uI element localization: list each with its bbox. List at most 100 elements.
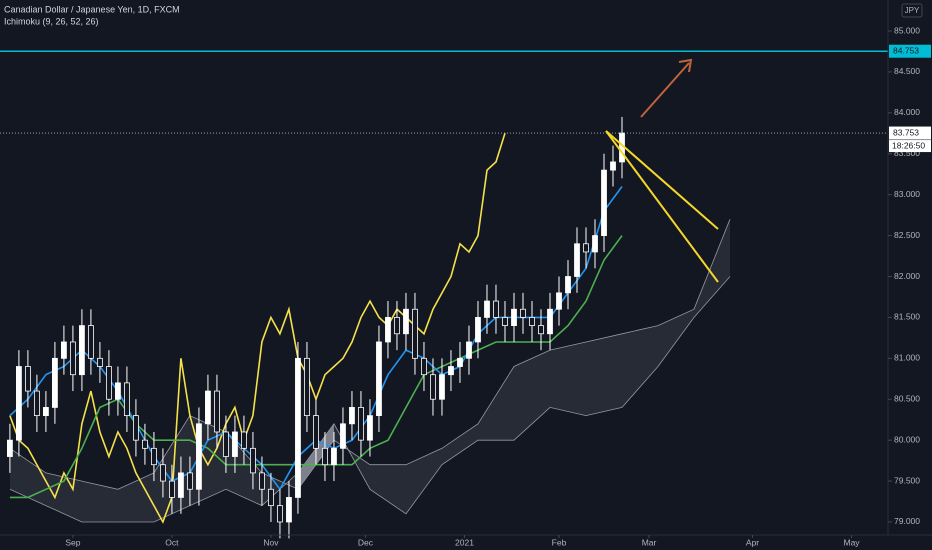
y-tick-label: 84.000 <box>894 107 920 117</box>
x-tick-label: Mar <box>642 537 657 547</box>
candle-body <box>421 357 427 376</box>
candle-body <box>583 243 589 253</box>
candle-body <box>565 276 571 294</box>
candle-body <box>484 300 490 318</box>
candle-body <box>385 317 391 343</box>
candle-body <box>340 423 346 449</box>
candle-body <box>241 431 247 449</box>
candle-body <box>88 325 94 359</box>
candle-body <box>538 325 544 335</box>
candle-body <box>520 308 526 318</box>
lagging-line <box>9 132 506 524</box>
x-tick-label: 2021 <box>455 537 474 547</box>
candle-body <box>223 431 229 457</box>
candle-body <box>331 447 337 466</box>
y-tick-label: 82.000 <box>894 271 920 281</box>
candle-body <box>322 447 328 466</box>
candle-body <box>358 407 364 441</box>
candle-body <box>502 317 508 326</box>
y-tick-label: 83.000 <box>894 189 920 199</box>
candle-body <box>196 423 202 490</box>
cloud-segment <box>622 325 658 408</box>
axes: 79.000 79.500 80.000 80.500 81.000 81.500 82.0… <box>65 25 931 547</box>
candle-body <box>25 366 31 392</box>
cloud-span-b <box>9 276 731 523</box>
candle-body <box>457 357 463 367</box>
drawings <box>605 58 719 283</box>
x-tick-label: Dec <box>358 537 374 547</box>
candle-body <box>412 308 418 359</box>
candle-body <box>574 243 580 277</box>
candle-body <box>277 505 283 523</box>
indicator-label: Ichimoku (9, 26, 52, 26) <box>4 16 99 26</box>
countdown-box <box>889 140 931 153</box>
x-tick-label: Sep <box>65 537 80 547</box>
candle-body <box>250 447 256 474</box>
candle-body <box>79 325 85 376</box>
candle-body <box>430 374 436 400</box>
x-tick-label: Apr <box>746 537 759 547</box>
candle-body <box>205 390 211 425</box>
candle-body <box>439 374 445 400</box>
candle-body <box>34 390 40 417</box>
candle-body <box>376 341 382 417</box>
cloud-segment <box>117 472 154 522</box>
plot-area <box>0 50 888 539</box>
y-tick-label: 80.500 <box>894 393 920 403</box>
candle-body <box>349 407 355 425</box>
hline-label: 84.753 <box>893 45 919 55</box>
cloud-segment <box>370 464 406 514</box>
candle-body <box>142 439 148 449</box>
candle-body <box>610 161 616 171</box>
countdown: 18:26:50 <box>892 140 925 150</box>
candle-body <box>529 317 535 326</box>
cloud-segment <box>478 366 514 441</box>
candle-body <box>52 357 58 408</box>
cloud-segment <box>586 333 622 416</box>
trend-line <box>605 130 719 230</box>
last-price-label: 83.753 <box>893 127 919 137</box>
candle-body <box>133 415 139 441</box>
y-tick-label: 79.500 <box>894 475 920 485</box>
candle-body <box>403 308 409 335</box>
x-tick-label: May <box>844 537 861 547</box>
candle-body <box>259 472 265 490</box>
y-tick-label: 84.500 <box>894 66 920 76</box>
candle-body <box>214 390 220 433</box>
candle-body <box>124 382 130 417</box>
candle-body <box>295 357 301 498</box>
candle-body <box>232 431 238 457</box>
chart-title: Canadian Dollar / Japanese Yen, 1D, FXCM <box>4 4 180 14</box>
cloud-segment <box>9 448 46 506</box>
cloud-segment <box>81 481 118 522</box>
x-tick-label: Feb <box>552 537 567 547</box>
candle-body <box>187 472 193 490</box>
candle-body <box>466 341 472 359</box>
candle-body <box>70 341 76 376</box>
candle-body <box>178 472 184 498</box>
x-tick-label: Oct <box>165 537 179 547</box>
candle-body <box>394 317 400 335</box>
candle-body <box>286 497 292 523</box>
candle-body <box>151 447 157 466</box>
arrow <box>640 62 690 118</box>
candle-body <box>268 488 274 507</box>
cloud-span-a <box>9 219 731 490</box>
candle-body <box>169 480 175 498</box>
cloud-segment <box>694 219 730 318</box>
y-tick-label: 82.500 <box>894 230 920 240</box>
candle-body <box>601 169 607 236</box>
y-tick-label: 81.000 <box>894 353 920 363</box>
y-tick-label: 83.500 <box>894 148 920 158</box>
cloud-segment <box>442 423 478 465</box>
candle-body <box>61 341 67 359</box>
candle-body <box>493 300 499 318</box>
candle-body <box>115 382 121 400</box>
candle-body <box>475 317 481 343</box>
cloud-segment <box>658 309 694 367</box>
cloud-segment <box>550 342 586 416</box>
candle-body <box>16 366 22 441</box>
candle-body <box>556 292 562 310</box>
